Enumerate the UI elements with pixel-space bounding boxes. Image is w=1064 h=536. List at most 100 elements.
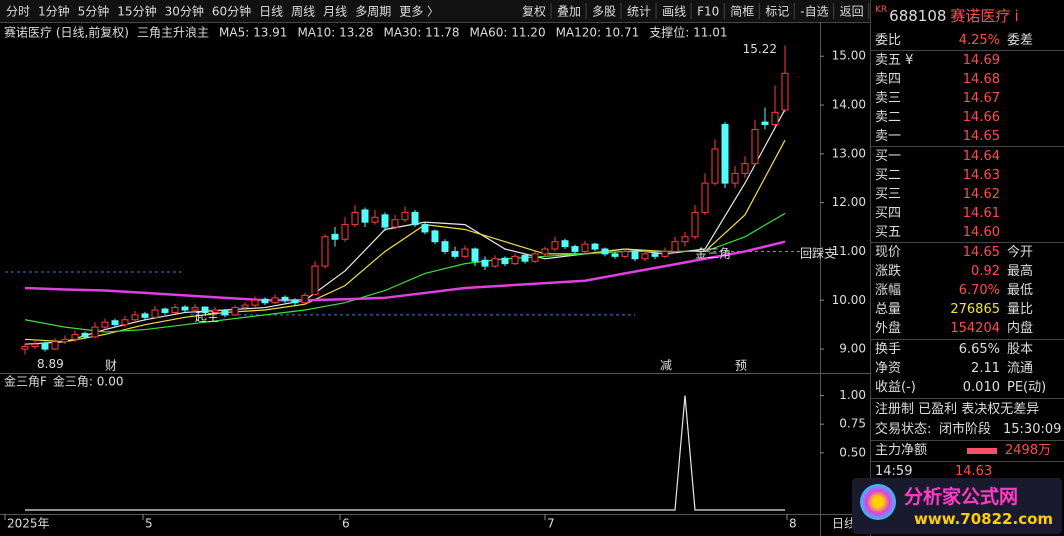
toolbar-button[interactable]: 叠加: [557, 5, 581, 19]
toolbar-tab[interactable]: 15分钟: [117, 4, 156, 19]
y-tick-label: 1.00: [839, 388, 866, 402]
y-tick-label: 0.75: [839, 417, 866, 431]
candle-body: [291, 299, 299, 304]
candle-body: [271, 297, 279, 304]
quote-cell: 154204: [950, 321, 1000, 336]
quote-cell: 0.92: [971, 264, 1000, 279]
candle-body: [541, 248, 549, 255]
candle-body: [531, 253, 539, 262]
candle-body: [441, 241, 449, 252]
toolbar-button[interactable]: 标记: [765, 5, 789, 19]
candle-body: [251, 299, 259, 306]
quote-cell: 6.70%: [958, 283, 1000, 298]
quote-cell: 0.010: [962, 380, 1000, 395]
candle-body: [451, 250, 459, 257]
candle-body: [761, 121, 769, 126]
annotation: 金三角: [695, 245, 731, 260]
toolbar-tab[interactable]: 更多 〉: [399, 5, 439, 19]
ma-line: [24, 240, 786, 302]
toolbar-tab[interactable]: 周线: [291, 5, 315, 19]
toolbar-tab[interactable]: 5分钟: [78, 4, 110, 19]
quote-cell: 收益(-): [875, 380, 916, 395]
legend-item: MA120: 10.71: [556, 26, 640, 40]
toolbar-tab[interactable]: 1分钟: [38, 4, 70, 19]
candle-body: [461, 248, 469, 257]
logo-icon: [860, 484, 896, 520]
high-label: 15.22: [743, 42, 777, 56]
candle-body: [321, 236, 329, 267]
candle-body: [191, 307, 199, 311]
quote-cell: 4.25%: [958, 33, 1000, 48]
quote-cell: 股本: [1007, 342, 1034, 357]
quote-cell: 14.60: [962, 225, 1000, 240]
quote-row: 买二 14.63: [875, 166, 1061, 185]
quote-cell: 买四: [875, 206, 902, 221]
y-tick-label: 10.00: [832, 293, 866, 307]
candle-body: [281, 296, 289, 301]
quote-row: 14:59 14.63: [875, 462, 1061, 481]
quote-cell: 14.65: [962, 129, 1000, 144]
toolbar-button[interactable]: F10: [697, 5, 719, 19]
toolbar-button[interactable]: 画线: [662, 5, 686, 19]
quote-row: 总量 276865 量比: [875, 300, 1061, 319]
quote-cell: 14.63: [962, 168, 1000, 183]
indicator-line: [25, 395, 785, 511]
candle-body: [421, 224, 429, 233]
candle-body: [551, 241, 559, 250]
sep: [871, 440, 1064, 441]
candle-body: [741, 163, 749, 174]
toolbar: [0, 0, 870, 22]
quote-cell: 卖一: [875, 129, 902, 144]
toolbar-tab[interactable]: 多周期: [355, 5, 391, 19]
toolbar-tab[interactable]: 日线: [259, 5, 283, 19]
toolbar-button[interactable]: 多股: [592, 5, 616, 19]
candle-body: [381, 214, 389, 228]
toolbar-tab[interactable]: 月线: [323, 5, 347, 19]
ma-line: [24, 212, 786, 333]
indicator-legend: 金三角: 0.00: [53, 374, 124, 389]
ma-line: [24, 139, 786, 343]
toolbar-button[interactable]: -自选: [800, 5, 828, 19]
candle-body: [511, 255, 519, 265]
toolbar-button[interactable]: 简框: [730, 5, 754, 19]
quote-row: 外盘 154204 内盘: [875, 319, 1061, 338]
indicator-title: 金三角F: [4, 374, 47, 389]
candle-body: [231, 307, 239, 316]
candle-body: [561, 240, 569, 248]
candle-body: [481, 259, 489, 267]
quote-cell: 买五: [875, 225, 902, 240]
candle-body: [731, 172, 739, 184]
quote-cell: 14.63: [955, 464, 993, 479]
candle-body: [711, 148, 719, 184]
quote-cell: 2.11: [971, 361, 1000, 376]
x-tick-label: 5: [145, 517, 153, 531]
sep: [871, 50, 1064, 51]
quote-row: 买五 14.60: [875, 223, 1061, 242]
toolbar-tab[interactable]: 60分钟: [212, 4, 251, 19]
candle-body: [201, 306, 209, 313]
quote-cell: 卖五 ¥: [875, 53, 914, 68]
candle-body: [121, 319, 129, 326]
toolbar-tab[interactable]: 分时: [6, 5, 30, 19]
quote-cell: 内盘: [1007, 321, 1034, 336]
y-tick-label: 13.00: [832, 146, 866, 160]
sep: [871, 398, 1064, 399]
quote-cell: 委比: [875, 33, 902, 48]
quote-cell: 14.61: [962, 206, 1000, 221]
candle-body: [611, 253, 619, 257]
quote-cell: 276865: [950, 302, 1000, 317]
candle-body: [691, 211, 699, 238]
quote-row: 卖一 14.65: [875, 127, 1061, 146]
candle-body: [411, 211, 419, 226]
toolbar-button[interactable]: 复权: [522, 5, 546, 19]
y-tick-label: 11.00: [832, 244, 866, 258]
candle-body: [261, 298, 269, 304]
toolbar-tab[interactable]: 30分钟: [165, 4, 204, 19]
toolbar-button[interactable]: 统计: [627, 5, 651, 19]
y-tick-label: 15.00: [832, 49, 866, 63]
candle-body: [241, 304, 249, 309]
quote-row: 卖三 14.67: [875, 89, 1061, 108]
quote-cell: 换手: [875, 342, 902, 357]
toolbar-button[interactable]: 返回: [840, 5, 864, 19]
